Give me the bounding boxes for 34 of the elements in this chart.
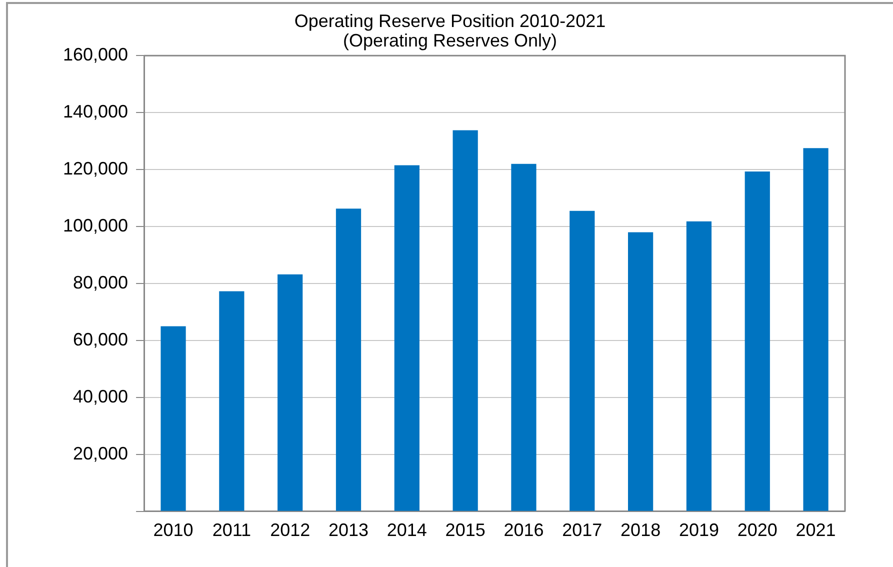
bar (160, 326, 186, 511)
bar (452, 130, 478, 511)
y-tick-label: 60,000 (73, 329, 128, 350)
y-tick-label: 120,000 (62, 158, 128, 179)
y-tick-label: 100,000 (62, 215, 128, 236)
bar (278, 274, 303, 511)
x-tick-label: 2015 (445, 520, 486, 540)
x-tick-label: 2012 (270, 520, 310, 540)
x-tick-label: 2019 (678, 520, 719, 540)
text: Operating Reserve Position 2010-2021 (294, 10, 606, 31)
x-tick-label: 2014 (386, 520, 427, 540)
y-tick-label: 40,000 (73, 386, 128, 406)
bar (336, 208, 362, 511)
bar (394, 165, 420, 511)
x-tick-label: 2016 (504, 520, 544, 540)
y-tick-label: 80,000 (73, 272, 128, 292)
x-tick-label: 2013 (328, 520, 369, 540)
x-tick-label: 2020 (737, 520, 778, 540)
y-tick-label: 140,000 (62, 102, 128, 122)
x-tick-label: 2018 (620, 520, 661, 540)
bar (744, 172, 770, 511)
bar (219, 291, 244, 511)
x-tick-label: 2017 (562, 520, 602, 540)
bar (628, 232, 654, 511)
x-tick-label: 2021 (796, 520, 836, 540)
text: (Operating Reserves Only) (342, 30, 558, 51)
x-tick-label: 2010 (153, 520, 194, 540)
bar (570, 210, 595, 511)
x-tick-label: 2011 (212, 520, 252, 540)
y-tick-label: 20,000 (73, 443, 128, 464)
bar (686, 221, 712, 511)
bar (803, 148, 828, 511)
bar (511, 164, 536, 511)
y-tick-label: 160,000 (62, 44, 128, 65)
